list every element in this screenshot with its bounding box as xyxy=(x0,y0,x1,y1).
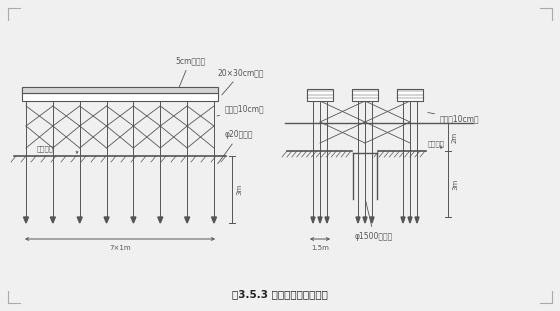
Text: 5cm厚木板: 5cm厚木板 xyxy=(175,56,206,87)
Text: 7×1m: 7×1m xyxy=(109,245,131,251)
Text: 斜拉杆10cm厚: 斜拉杆10cm厚 xyxy=(428,113,479,123)
Bar xyxy=(22,93,218,101)
Text: 20×30cm枕木: 20×30cm枕木 xyxy=(218,68,264,95)
Polygon shape xyxy=(325,217,329,223)
Polygon shape xyxy=(131,217,136,223)
Polygon shape xyxy=(212,217,217,223)
Polygon shape xyxy=(401,217,405,223)
Text: 斜拉杆10cm厚: 斜拉杆10cm厚 xyxy=(217,104,265,116)
Text: 规划河床: 规划河床 xyxy=(37,145,54,152)
Polygon shape xyxy=(104,217,109,223)
Polygon shape xyxy=(185,217,190,223)
Polygon shape xyxy=(370,217,374,223)
Polygon shape xyxy=(50,217,55,223)
Polygon shape xyxy=(311,217,315,223)
Text: 2m: 2m xyxy=(452,132,458,142)
Polygon shape xyxy=(363,217,367,223)
Bar xyxy=(352,89,378,101)
Polygon shape xyxy=(77,217,82,223)
Text: 3m: 3m xyxy=(452,179,458,190)
Text: φ20圆木桩: φ20圆木桩 xyxy=(218,130,254,164)
Text: 图3.5.3 水上工作平台示意图: 图3.5.3 水上工作平台示意图 xyxy=(232,289,328,299)
Polygon shape xyxy=(408,217,412,223)
Polygon shape xyxy=(318,217,322,223)
Polygon shape xyxy=(158,217,163,223)
Text: φ1500钢护筒: φ1500钢护筒 xyxy=(355,201,393,241)
Polygon shape xyxy=(24,217,29,223)
Bar xyxy=(307,89,333,101)
Text: 3m: 3m xyxy=(236,184,242,195)
Polygon shape xyxy=(356,217,360,223)
Bar xyxy=(22,87,218,93)
Text: 1.5m: 1.5m xyxy=(311,245,329,251)
Polygon shape xyxy=(415,217,419,223)
Bar xyxy=(397,89,423,101)
Text: 规划河床: 规划河床 xyxy=(428,140,445,147)
